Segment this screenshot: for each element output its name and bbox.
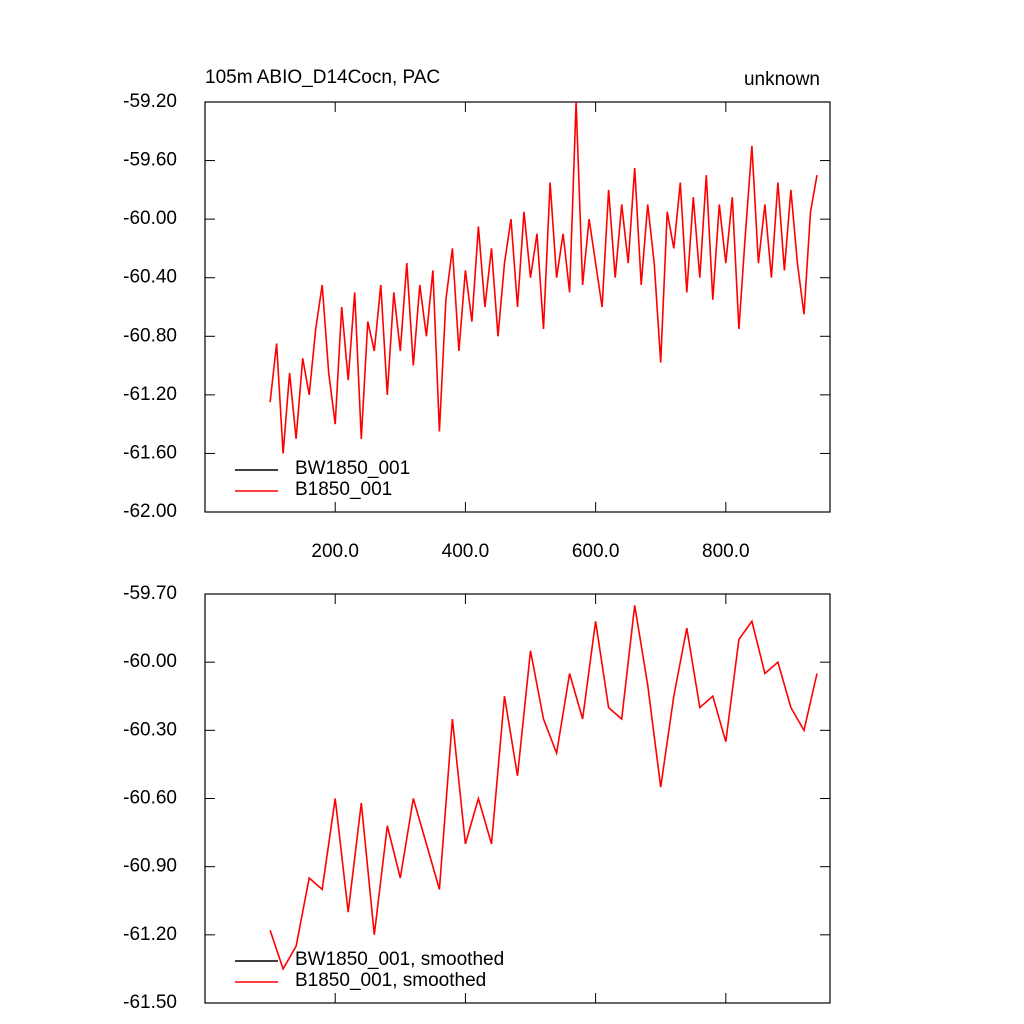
y-tick-label: -60.00 <box>123 208 177 229</box>
legend-label: BW1850_001, smoothed <box>295 949 504 970</box>
x-tick-label: 200.0 <box>311 541 359 562</box>
legend-label: BW1850_001 <box>295 458 410 479</box>
y-tick-label: -62.00 <box>123 501 177 522</box>
y-tick-label: -61.20 <box>123 924 177 945</box>
chart-subtitle: unknown <box>744 69 820 90</box>
y-tick-label: -61.60 <box>123 442 177 463</box>
legend-label: B1850_001 <box>295 479 392 500</box>
y-tick-label: -60.30 <box>123 719 177 740</box>
y-tick-label: -60.60 <box>123 788 177 809</box>
data-line <box>269 101 818 454</box>
x-tick-label: 600.0 <box>572 541 620 562</box>
y-tick-label: -61.20 <box>123 384 177 405</box>
chart-title: 105m ABIO_D14Cocn, PAC <box>205 67 440 88</box>
y-tick-label: -61.50 <box>123 992 177 1013</box>
y-tick-label: -60.90 <box>123 856 177 877</box>
y-tick-label: -60.40 <box>123 267 177 288</box>
x-tick-label: 800.0 <box>702 541 750 562</box>
data-line <box>269 605 818 971</box>
legend-label: B1850_001, smoothed <box>295 970 486 991</box>
y-tick-label: -59.60 <box>123 150 177 171</box>
plot-frame <box>204 101 831 513</box>
y-tick-label: -60.00 <box>123 651 177 672</box>
x-tick-label: 400.0 <box>442 541 490 562</box>
y-tick-label: -59.70 <box>123 583 177 604</box>
y-tick-label: -60.80 <box>123 325 177 346</box>
y-tick-label: -59.20 <box>123 91 177 112</box>
